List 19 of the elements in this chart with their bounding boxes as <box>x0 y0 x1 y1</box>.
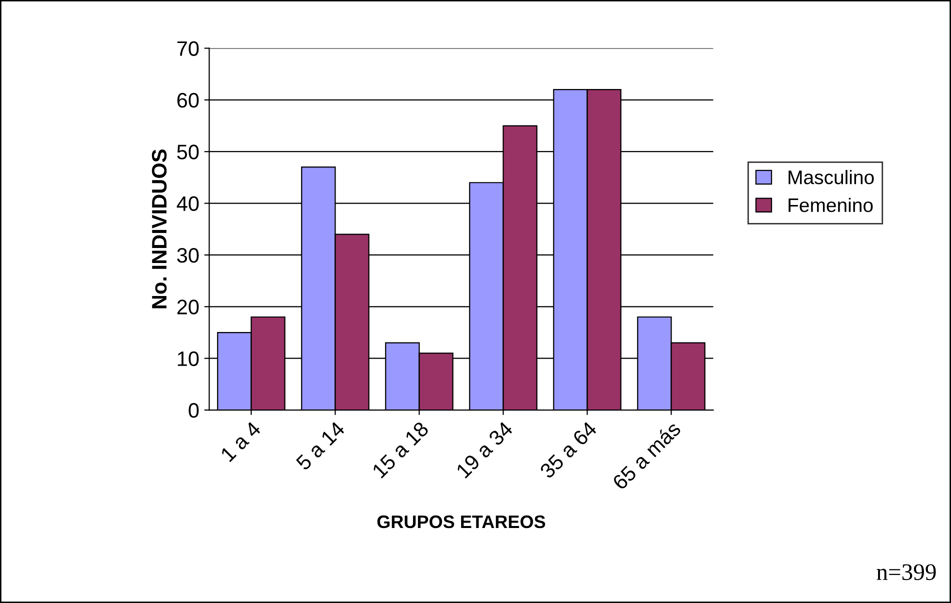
x-tick-label: 1 a 4 <box>220 420 262 462</box>
legend-label: Masculino <box>788 170 874 184</box>
x-tick-label: 5 a 14 <box>295 420 346 471</box>
x-axis-title: GRUPOS ETAREOS <box>377 515 546 528</box>
y-tick-label: 0 <box>188 403 199 418</box>
x-tick-label: 35 a 64 <box>539 420 598 480</box>
x-tick-label: 65 a más <box>611 420 682 490</box>
y-axis-title: No. INDIVIDUOS <box>152 150 167 308</box>
y-tick-label: 10 <box>178 351 199 366</box>
y-tick-label: 70 <box>177 41 199 56</box>
y-tick-label: 50 <box>177 144 199 160</box>
x-tick-label: 19 a 34 <box>456 420 514 479</box>
x-tick-label: 15 a 18 <box>372 420 430 479</box>
y-tick-label: 20 <box>177 300 199 314</box>
legend-label: Femenino <box>788 198 873 212</box>
y-tick-label: 60 <box>177 92 199 108</box>
y-tick-label: 30 <box>177 248 199 263</box>
y-tick-label: 40 <box>176 196 199 212</box>
text: n=399 <box>876 564 936 580</box>
